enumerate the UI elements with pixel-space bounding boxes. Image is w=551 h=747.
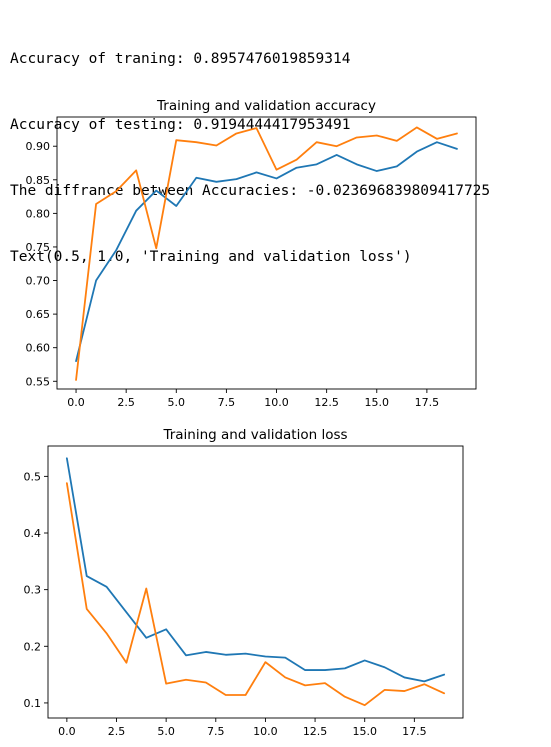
loss-axes-frame (47, 445, 464, 719)
accuracy-chart-title: Training and validation accuracy (156, 98, 376, 114)
loss-xtick-label: 5.0 (157, 725, 175, 738)
loss-xtick-label: 12.5 (303, 725, 328, 738)
accuracy-xtick-label: 17.5 (415, 396, 440, 409)
output-line-train-accuracy: Accuracy of traning: 0.8957476019859314 (10, 51, 351, 67)
output-line-test-accuracy: Accuracy of testing: 0.9194444417953491 (10, 117, 351, 133)
loss-chart-title: Training and validation loss (162, 427, 347, 443)
loss-xtick-label: 10.0 (253, 725, 278, 738)
loss-xtick-label: 17.5 (402, 725, 427, 738)
loss-xtick-label: 2.5 (108, 725, 126, 738)
accuracy-axes-frame (56, 116, 477, 390)
accuracy-xtick-label: 12.5 (314, 396, 339, 409)
accuracy-xtick-label: 5.0 (168, 396, 186, 409)
loss-series-line-1 (65, 457, 446, 683)
loss-ytick-label: 0.1 (24, 697, 42, 710)
loss-ytick-label: 0.3 (24, 584, 42, 597)
loss-xtick-label: 0.0 (58, 725, 76, 738)
loss-ytick-label: 0.2 (24, 640, 42, 653)
accuracy-ytick-label: 0.75 (26, 241, 51, 254)
accuracy-ytick-label: 0.80 (26, 207, 51, 220)
accuracy-ytick-label: 0.90 (26, 140, 51, 153)
loss-xtick-label: 7.5 (207, 725, 225, 738)
loss-series-line-2 (65, 482, 446, 707)
loss-ytick-label: 0.5 (24, 470, 42, 483)
cell-output-text: Accuracy of traning: 0.8957476019859314 … (10, 4, 490, 290)
accuracy-ytick-label: 0.65 (26, 308, 51, 321)
loss-ytick-label: 0.4 (24, 527, 42, 540)
accuracy-series-line-1 (75, 141, 458, 363)
accuracy-ytick-label: 0.55 (26, 375, 51, 388)
accuracy-ytick-label: 0.85 (26, 174, 51, 187)
accuracy-series-line-2 (75, 126, 458, 381)
accuracy-ytick-label: 0.60 (26, 342, 51, 355)
loss-chart: Training and validation loss 0.0 2.5 5.0 7.5… (24, 427, 464, 738)
accuracy-ytick-label: 0.70 (26, 275, 51, 288)
accuracy-xtick-label: 15.0 (365, 396, 390, 409)
output-line-accuracy-difference: The diffrance between Accuracies: -0.023… (10, 183, 491, 199)
accuracy-xtick-label: 10.0 (264, 396, 289, 409)
output-line-text-repr: Text(0.5, 1.0, 'Training and validation … (10, 249, 412, 265)
loss-xtick-label: 15.0 (352, 725, 377, 738)
accuracy-xtick-label: 7.5 (218, 396, 236, 409)
accuracy-xtick-label: 2.5 (117, 396, 135, 409)
accuracy-chart: Training and validation accuracy 0.0 2.5 5.… (26, 98, 477, 409)
accuracy-xtick-label: 0.0 (67, 396, 85, 409)
